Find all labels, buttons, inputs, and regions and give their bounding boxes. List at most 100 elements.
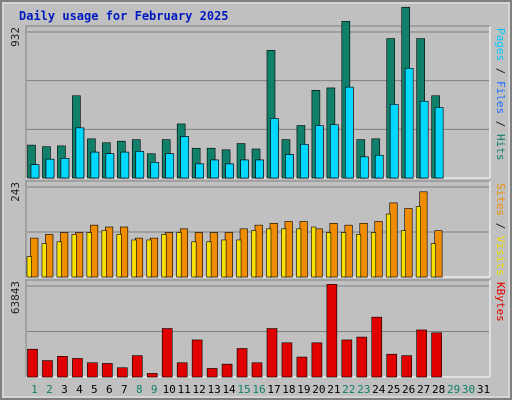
kbytes-bar (371, 316, 383, 378)
day-tick-label: 20 (312, 383, 325, 396)
visits-bar (311, 226, 317, 278)
pages-bar (330, 124, 339, 179)
pages-bar (374, 154, 384, 179)
visits-bar (326, 232, 332, 278)
day-tick-label: 26 (402, 383, 415, 396)
side-label-part: / (494, 61, 507, 81)
pages-bar (75, 127, 85, 179)
kbytes-bar (117, 367, 128, 378)
day-tick-label: 10 (163, 383, 176, 396)
pages-bar (300, 144, 309, 179)
visits-bar (281, 228, 287, 278)
hits-files-pages-panel: 932 Pages / Files / Hits (9, 6, 507, 179)
pages-bar (225, 163, 234, 179)
kbytes-bar (221, 363, 233, 378)
kbytes-bar (431, 332, 442, 378)
day-tick-label: 28 (432, 383, 445, 396)
visits-bar (206, 241, 212, 278)
kbytes-bar (266, 328, 278, 378)
side-label-part: / (494, 114, 507, 134)
visits-bar (146, 239, 152, 278)
pages-bar (30, 164, 40, 179)
visits-bar (370, 232, 377, 278)
pages-bar (165, 153, 175, 179)
visits-bar (430, 243, 436, 278)
side-label-part: / (494, 216, 507, 236)
pages-bar (359, 156, 369, 179)
day-tick-label: 18 (282, 383, 295, 396)
day-tick-label: 23 (357, 383, 370, 396)
kbytes-bar (251, 362, 263, 378)
pages-bar (240, 159, 249, 179)
side-label-part: KBytes (494, 282, 507, 322)
visits-bar (131, 239, 137, 278)
pages-bar (389, 104, 399, 179)
side-label-part: Sites (494, 183, 507, 216)
visits-bar (385, 213, 392, 278)
pages-bar (195, 163, 204, 179)
series-side-label: Sites / Visits (494, 183, 507, 276)
visits-bar (26, 256, 32, 278)
kbytes-bar (311, 342, 323, 378)
kbytes-bar (281, 342, 293, 378)
kbytes-bar (416, 329, 427, 378)
pages-bar (210, 159, 219, 179)
kbytes-bar (87, 362, 98, 378)
visits-bar (266, 228, 272, 278)
day-tick-label: 6 (106, 383, 113, 396)
visits-bar (251, 230, 257, 278)
plot-area (25, 279, 491, 378)
pages-bar (180, 136, 189, 179)
kbytes-bar (27, 348, 38, 378)
pages-bar (60, 158, 70, 179)
visits-bar (191, 241, 197, 278)
visits-bar (341, 232, 347, 278)
y-max-label: 63843 (9, 281, 22, 314)
visits-bar (221, 239, 227, 278)
day-tick-label: 19 (297, 383, 310, 396)
day-tick-label: 7 (121, 383, 128, 396)
day-tick-label: 2 (46, 383, 53, 396)
side-label-part: Hits (494, 134, 507, 161)
visits-bar (71, 234, 77, 278)
pages-bar (315, 125, 324, 179)
visits-bar (56, 241, 62, 278)
kbytes-bar (191, 339, 203, 378)
kbytes-bar (161, 328, 173, 378)
day-tick-label: 27 (417, 383, 430, 396)
pages-bar (120, 151, 130, 179)
kbytes-bar (176, 362, 188, 378)
series-side-label: Pages / Files / Hits (494, 28, 507, 161)
pages-bar (255, 159, 264, 179)
y-max-label: 932 (9, 27, 22, 47)
day-tick-label: 4 (76, 383, 83, 396)
kbytes-bar (296, 356, 308, 378)
day-tick-label: 14 (222, 383, 236, 396)
visits-bar (415, 206, 421, 278)
kbytes-bar (102, 363, 113, 378)
day-tick-label: 15 (237, 383, 250, 396)
kbytes-bar (206, 368, 218, 378)
series-side-label: KBytes (494, 282, 507, 322)
day-tick-label: 17 (267, 383, 280, 396)
kbytes-bar (386, 353, 398, 378)
kbytes-panel: 63843 KBytes (9, 279, 507, 378)
kbytes-bar (401, 355, 412, 378)
kbytes-bar (131, 355, 143, 378)
kbytes-bar (236, 348, 248, 378)
day-tick-label: 11 (178, 383, 191, 396)
visits-bar (116, 234, 122, 278)
day-tick-label: 1 (31, 383, 38, 396)
day-tick-label: 13 (207, 383, 220, 396)
side-label-part: Visits (494, 236, 507, 276)
visits-sites-panel: 243 Sites / Visits (9, 180, 507, 278)
kbytes-bar (42, 360, 53, 378)
kbytes-bar (57, 356, 68, 378)
pages-bar (105, 153, 115, 179)
day-tick-label: 30 (462, 383, 475, 396)
pages-bar (434, 107, 444, 179)
visits-bar (161, 234, 167, 278)
day-tick-label: 21 (327, 383, 340, 396)
